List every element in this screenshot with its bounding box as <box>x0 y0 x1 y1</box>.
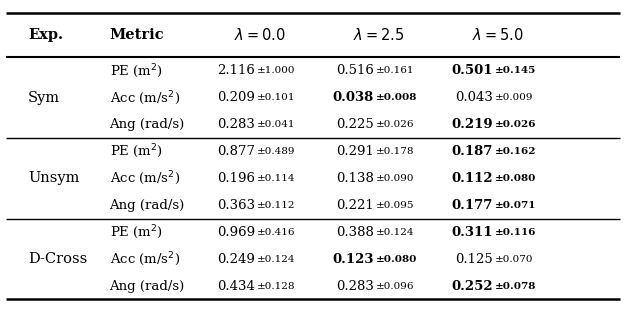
Text: 0.038: 0.038 <box>332 91 374 104</box>
Text: ±0.078: ±0.078 <box>495 281 536 291</box>
Text: ±0.009: ±0.009 <box>495 93 533 102</box>
Text: PE (m$^2$): PE (m$^2$) <box>110 223 163 241</box>
Text: ±0.161: ±0.161 <box>376 66 414 75</box>
Text: ±0.114: ±0.114 <box>257 174 295 183</box>
Text: 0.388: 0.388 <box>336 226 374 239</box>
Text: Ang (rad/s): Ang (rad/s) <box>110 199 185 212</box>
Text: ±0.101: ±0.101 <box>257 93 295 102</box>
Text: ±1.000: ±1.000 <box>257 66 295 75</box>
Text: 0.138: 0.138 <box>336 172 374 185</box>
Text: ±0.090: ±0.090 <box>376 174 414 183</box>
Text: Ang (rad/s): Ang (rad/s) <box>110 118 185 131</box>
Text: Acc (m/s$^2$): Acc (m/s$^2$) <box>110 170 180 187</box>
Text: 0.252: 0.252 <box>451 279 493 293</box>
Text: Metric: Metric <box>110 28 164 42</box>
Text: 0.221: 0.221 <box>336 199 374 212</box>
Text: ±0.080: ±0.080 <box>376 255 417 264</box>
Text: ±0.071: ±0.071 <box>495 201 536 210</box>
Text: 0.209: 0.209 <box>217 91 255 104</box>
Text: ±0.124: ±0.124 <box>376 228 414 237</box>
Text: D-Cross: D-Cross <box>28 252 88 266</box>
Text: 0.291: 0.291 <box>336 145 374 158</box>
Text: 0.123: 0.123 <box>332 253 374 266</box>
Text: 0.112: 0.112 <box>451 172 493 185</box>
Text: 0.363: 0.363 <box>217 199 255 212</box>
Text: ±0.162: ±0.162 <box>495 147 536 156</box>
Text: Acc (m/s$^2$): Acc (m/s$^2$) <box>110 89 180 107</box>
Text: ±0.026: ±0.026 <box>376 120 414 129</box>
Text: 0.219: 0.219 <box>451 118 493 131</box>
Text: $\lambda = 0.0$: $\lambda = 0.0$ <box>234 27 285 43</box>
Text: ±0.008: ±0.008 <box>376 93 417 102</box>
Text: 0.877: 0.877 <box>217 145 255 158</box>
Text: ±0.070: ±0.070 <box>495 255 533 264</box>
Text: $\lambda = 2.5$: $\lambda = 2.5$ <box>353 27 404 43</box>
Text: 0.249: 0.249 <box>217 253 255 266</box>
Text: Unsym: Unsym <box>28 172 80 185</box>
Text: 0.283: 0.283 <box>336 279 374 293</box>
Text: PE (m$^2$): PE (m$^2$) <box>110 143 163 160</box>
Text: ±0.112: ±0.112 <box>257 201 295 210</box>
Text: ±0.041: ±0.041 <box>257 120 295 129</box>
Text: 0.501: 0.501 <box>451 64 493 77</box>
Text: 0.283: 0.283 <box>217 118 255 131</box>
Text: 0.043: 0.043 <box>454 91 493 104</box>
Text: ±0.080: ±0.080 <box>495 174 536 183</box>
Text: 0.225: 0.225 <box>336 118 374 131</box>
Text: Exp.: Exp. <box>28 28 63 42</box>
Text: 0.311: 0.311 <box>451 226 493 239</box>
Text: PE (m$^2$): PE (m$^2$) <box>110 62 163 80</box>
Text: Ang (rad/s): Ang (rad/s) <box>110 279 185 293</box>
Text: 0.196: 0.196 <box>217 172 255 185</box>
Text: ±0.026: ±0.026 <box>495 120 536 129</box>
Text: ±0.096: ±0.096 <box>376 281 414 291</box>
Text: 0.125: 0.125 <box>455 253 493 266</box>
Text: 0.434: 0.434 <box>217 279 255 293</box>
Text: ±0.095: ±0.095 <box>376 201 414 210</box>
Text: 0.187: 0.187 <box>451 145 493 158</box>
Text: Acc (m/s$^2$): Acc (m/s$^2$) <box>110 250 180 268</box>
Text: ±0.116: ±0.116 <box>495 228 536 237</box>
Text: 0.177: 0.177 <box>451 199 493 212</box>
Text: ±0.128: ±0.128 <box>257 281 295 291</box>
Text: ±0.416: ±0.416 <box>257 228 295 237</box>
Text: 0.969: 0.969 <box>217 226 255 239</box>
Text: ±0.489: ±0.489 <box>257 147 295 156</box>
Text: 0.516: 0.516 <box>336 64 374 77</box>
Text: $\lambda = 5.0$: $\lambda = 5.0$ <box>472 27 523 43</box>
Text: Sym: Sym <box>28 91 60 105</box>
Text: ±0.124: ±0.124 <box>257 255 295 264</box>
Text: 2.116: 2.116 <box>217 64 255 77</box>
Text: ±0.178: ±0.178 <box>376 147 414 156</box>
Text: ±0.145: ±0.145 <box>495 66 536 75</box>
